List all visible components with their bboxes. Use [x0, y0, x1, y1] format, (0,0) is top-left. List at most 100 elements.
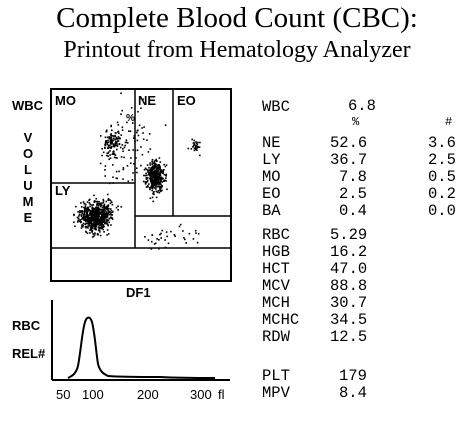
scatter-dot — [117, 124, 120, 126]
scatter-dot — [151, 196, 154, 199]
scatter-dot — [147, 173, 150, 176]
scatter-dot — [108, 211, 110, 214]
scatter-dot — [154, 181, 156, 183]
scatter-dot — [112, 210, 114, 213]
scatter-dot — [75, 205, 77, 208]
scatter-dot — [195, 232, 197, 234]
scatter-dot — [190, 148, 193, 150]
diff-percent: 52.6 — [330, 134, 368, 152]
scatter-dot — [156, 178, 158, 180]
scatter-dot — [160, 180, 162, 182]
scatter-dot — [157, 179, 160, 181]
scatter-dot — [155, 188, 157, 190]
scatter-dot — [95, 206, 98, 208]
scatter-dot — [149, 179, 152, 181]
scatter-dot — [93, 216, 95, 219]
scatter-dot — [95, 222, 98, 224]
scatter-dot — [148, 171, 150, 173]
volume-letter: M — [22, 194, 34, 209]
scatter-dot — [99, 231, 101, 233]
wbc-value: 6.8 — [348, 97, 376, 115]
scatter-dot — [101, 222, 103, 224]
scatter-dot — [151, 176, 154, 178]
scatter-dot — [129, 162, 132, 164]
scatter-dot — [104, 144, 106, 146]
scatter-dot — [76, 221, 79, 223]
scatter-dot — [160, 237, 162, 239]
scatter-dot — [102, 220, 105, 222]
scatter-dot — [98, 212, 101, 215]
scatter-dot — [153, 178, 156, 181]
scatter-dot — [117, 140, 120, 142]
scatter-dot — [121, 129, 124, 131]
scatter-dot — [110, 141, 112, 144]
scatter-dot — [77, 219, 79, 222]
scatter-dot — [128, 149, 130, 151]
scatter-dot — [89, 198, 91, 201]
scatter-dot — [80, 206, 83, 208]
scatter-dot — [156, 165, 158, 168]
scatter-dot — [140, 146, 142, 148]
scatter-dot — [111, 217, 113, 219]
scatter-dot — [151, 185, 153, 187]
scatter-dot — [95, 212, 98, 215]
scatter-dot — [151, 165, 154, 168]
scatter-dot — [90, 223, 93, 225]
scatter-dot — [89, 226, 92, 229]
scatter-dot — [94, 215, 96, 217]
scatter-dot — [88, 221, 90, 224]
scatter-dot — [151, 162, 154, 165]
scatter-dot — [89, 214, 91, 216]
scatter-dot — [111, 201, 113, 204]
scatter-dot — [158, 248, 160, 250]
scatter-dot — [161, 181, 164, 183]
scatter-dot — [104, 175, 106, 177]
scatter-dot — [91, 215, 93, 217]
diff-percent: 0.4 — [339, 202, 367, 220]
scatter-dot — [159, 233, 161, 236]
scatter-dot — [96, 213, 98, 216]
scatter-dot — [147, 186, 149, 188]
scatter-dot — [96, 212, 99, 215]
page-subtitle: Printout from Hematology Analyzer — [63, 37, 411, 63]
scatter-dot — [158, 239, 160, 241]
scatter-dot — [160, 187, 163, 189]
hct-label: HCT — [262, 260, 290, 278]
scatter-dot — [127, 180, 130, 183]
scatter-dot — [103, 212, 106, 214]
scatter-dot — [84, 207, 86, 210]
scatter-dot — [86, 232, 89, 235]
scatter-dot — [116, 148, 118, 151]
scatter-dot — [150, 182, 153, 184]
scatter-dot — [156, 172, 158, 174]
scatter-dot — [86, 226, 88, 229]
scatter-dot — [90, 216, 92, 219]
scatter-dot — [82, 213, 85, 216]
scatter-dot — [153, 165, 155, 168]
mchc-value: 34.5 — [330, 311, 368, 329]
scatter-dot — [143, 174, 145, 177]
scatter-dot — [120, 206, 123, 208]
scatter-dot — [117, 131, 119, 133]
scatter-dot — [104, 169, 106, 171]
scatter-dot — [179, 223, 182, 226]
scatter-dot — [110, 136, 113, 139]
scatter-dot — [83, 216, 85, 218]
scatter-dot — [98, 222, 100, 225]
scatter-dot — [85, 230, 87, 233]
scatter-dot — [153, 167, 156, 169]
scatter-dot — [91, 224, 94, 226]
scatter-dot — [84, 219, 87, 221]
rdw-label: RDW — [262, 328, 290, 346]
scatter-dot — [100, 224, 102, 226]
scatter-dot — [164, 165, 167, 168]
scatter-dot — [83, 218, 86, 221]
scatter-dot — [120, 156, 123, 158]
scatter-dot — [95, 209, 97, 211]
scatter-dot — [197, 146, 199, 148]
scatter-dot — [89, 220, 92, 223]
scatter-dot — [89, 232, 91, 234]
scatter-dot — [81, 212, 83, 215]
scatter-dot — [158, 175, 161, 177]
scatter-dot — [106, 215, 109, 217]
